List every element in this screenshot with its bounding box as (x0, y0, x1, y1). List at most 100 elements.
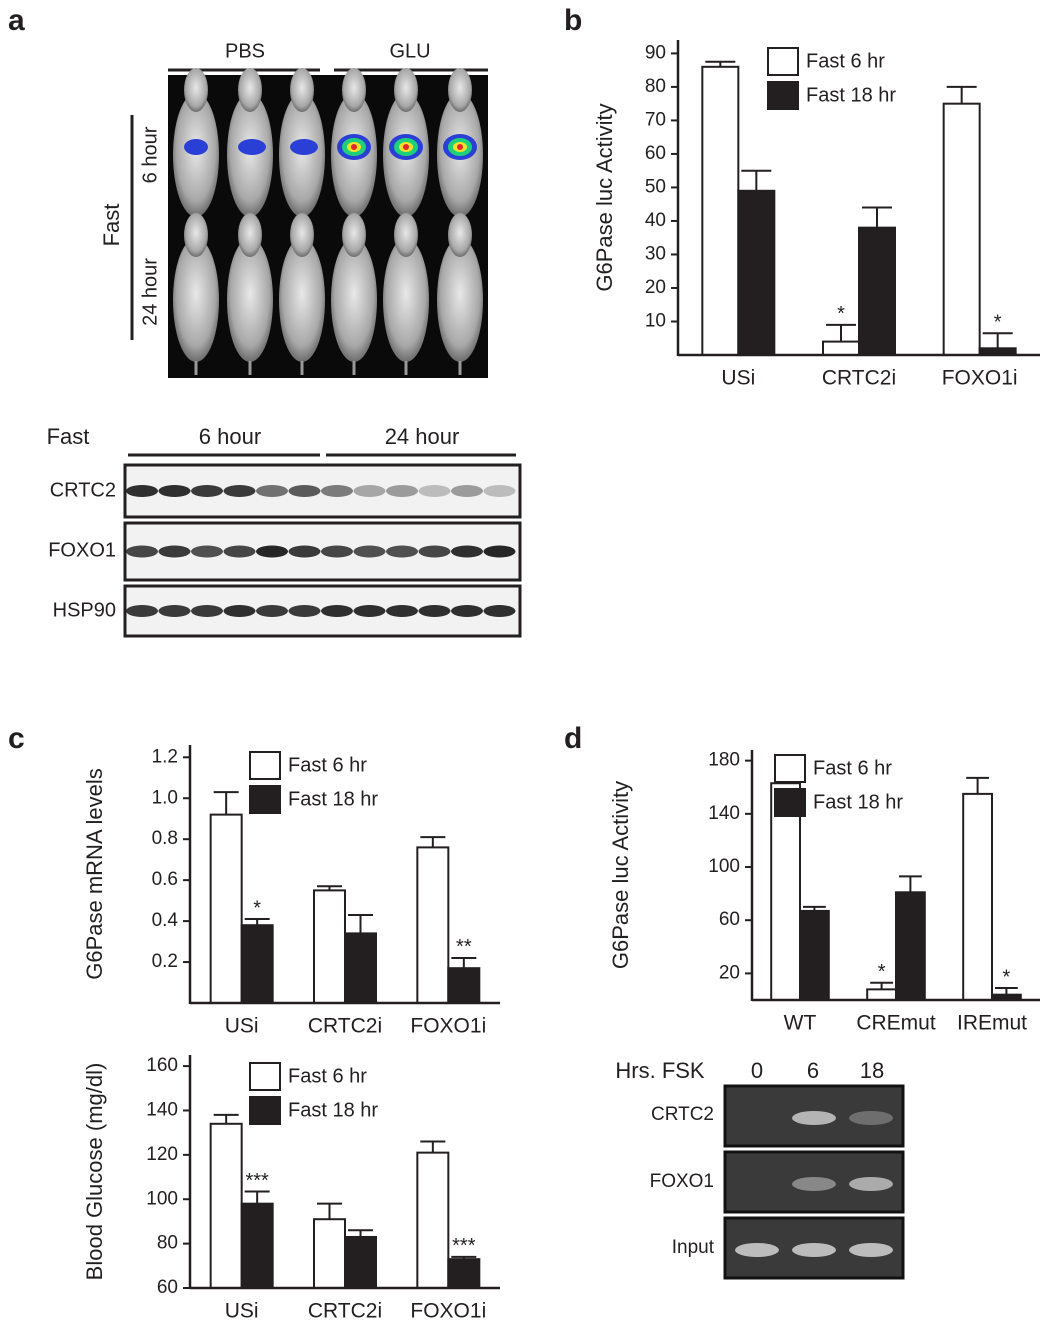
bar (866, 988, 898, 1001)
gel-row-label: Input (672, 1237, 715, 1258)
signal (238, 139, 266, 155)
y-axis-label: G6Pase mRNA levels (82, 768, 107, 980)
y-axis-label: G6Pase luc Activity (608, 781, 633, 969)
y-tick-label: 0.4 (152, 910, 179, 931)
signal (351, 144, 357, 150)
mouse-head (290, 213, 314, 257)
legend-swatch (774, 754, 806, 783)
y-tick-label: 100 (146, 1188, 178, 1209)
group-label: PBS (225, 40, 265, 62)
blot-band (386, 485, 418, 497)
blot-band (483, 605, 516, 617)
y-tick-label: 0.2 (152, 951, 178, 972)
signal (290, 139, 318, 155)
blot-band (126, 485, 158, 497)
blot-band (418, 545, 451, 558)
row-label: 6 hour (139, 126, 161, 183)
y-tick-label: 160 (146, 1055, 178, 1076)
significance: * (837, 303, 845, 325)
blot-band (158, 545, 191, 558)
panel-label: b (564, 4, 582, 37)
blot-group: 6 hour (199, 424, 261, 449)
x-tick-label: IREmut (957, 1012, 1027, 1035)
x-tick-label: FOXO1i (942, 367, 1018, 390)
blot-row-label: HSP90 (53, 599, 116, 621)
blot-band (288, 485, 321, 497)
significance: ** (456, 936, 472, 958)
signal (403, 144, 409, 150)
y-tick-label: 1.2 (152, 746, 178, 767)
legend-label: Fast 6 hr (806, 50, 885, 72)
blot-band (158, 485, 191, 497)
bar (209, 813, 243, 1004)
significance: * (878, 961, 886, 983)
legend-swatch (767, 81, 799, 110)
blot-band (223, 545, 256, 558)
y-tick-label: 180 (708, 750, 740, 771)
significance: * (253, 897, 261, 919)
legend-label: Fast 18 hr (288, 788, 378, 810)
mouse (173, 238, 219, 362)
bar (447, 1258, 481, 1289)
y-tick-label: 1.0 (152, 787, 178, 808)
bar (737, 189, 776, 356)
blot-band (353, 485, 386, 497)
y-tick-label: 80 (157, 1233, 178, 1254)
y-tick-label: 20 (645, 277, 666, 298)
blot-band (451, 545, 483, 558)
blot-band (191, 605, 223, 617)
legend-swatch (249, 1062, 281, 1091)
y-tick-label: 20 (719, 962, 740, 983)
panel-label: c (8, 722, 25, 755)
blot-band (223, 485, 256, 497)
gel-row-label: CRTC2 (651, 1104, 714, 1125)
bar (770, 782, 802, 1002)
gel-band (792, 1111, 836, 1125)
gel-band (792, 1177, 836, 1191)
blot-band (321, 605, 353, 617)
mouse-head (238, 68, 262, 112)
mouse-head (448, 68, 472, 112)
blot-band (191, 485, 223, 497)
legend-swatch (767, 47, 799, 76)
mouse-head (394, 68, 418, 112)
bar (447, 967, 481, 1005)
bar (416, 846, 450, 1005)
gel-column: 0 (751, 1058, 763, 1083)
gel-band (849, 1111, 893, 1125)
panel-label: a (8, 4, 25, 37)
mouse (227, 93, 273, 217)
y-tick-label: 80 (645, 76, 666, 97)
significance: *** (452, 1235, 476, 1257)
bar (942, 102, 981, 356)
panel-label: d (564, 722, 582, 755)
mouse-head (238, 213, 262, 257)
blot-header: Fast (47, 424, 90, 449)
side-label: Fast (99, 204, 124, 247)
blot-band (256, 485, 288, 497)
gel-band (849, 1243, 893, 1257)
mouse-head (342, 68, 366, 112)
mouse-head (290, 68, 314, 112)
blot-band (418, 605, 451, 617)
bar (962, 792, 994, 1002)
bar (240, 924, 274, 1005)
y-tick-label: 0.8 (152, 828, 178, 849)
bar (209, 1122, 243, 1290)
y-tick-label: 50 (645, 176, 666, 197)
blot-band (353, 545, 386, 558)
x-tick-label: WT (784, 1012, 817, 1035)
blot-band (386, 605, 418, 617)
y-tick-label: 100 (708, 856, 740, 877)
y-tick-label: 60 (157, 1277, 178, 1298)
legend-label: Fast 18 hr (806, 84, 896, 106)
x-tick-label: CREmut (856, 1012, 936, 1035)
signal (457, 144, 463, 150)
legend-swatch (249, 785, 281, 814)
blot-group: 24 hour (385, 424, 460, 449)
blot-row-label: CRTC2 (50, 479, 116, 501)
y-tick-label: 90 (645, 42, 666, 63)
x-tick-label: USi (721, 367, 755, 390)
blot-band (126, 605, 158, 617)
legend-swatch (249, 751, 281, 780)
